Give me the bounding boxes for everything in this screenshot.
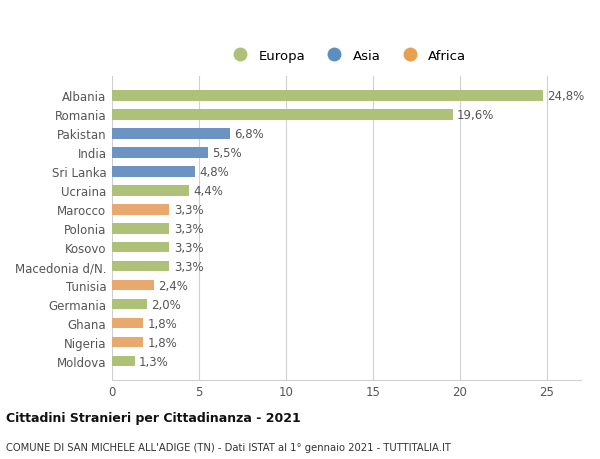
Text: 3,3%: 3,3% [174,222,203,235]
Bar [112,280,154,291]
Text: 4,4%: 4,4% [193,185,223,197]
Bar [112,186,188,196]
Text: 2,0%: 2,0% [151,298,181,311]
Bar [112,242,169,253]
Text: 24,8%: 24,8% [547,90,584,103]
Text: 3,3%: 3,3% [174,241,203,254]
Bar [112,337,143,347]
Text: 19,6%: 19,6% [457,109,494,122]
Text: 1,8%: 1,8% [148,317,178,330]
Text: 1,8%: 1,8% [148,336,178,349]
Bar [112,91,543,101]
Bar [112,110,453,120]
Bar [112,299,147,310]
Text: 3,3%: 3,3% [174,203,203,216]
Bar [112,224,169,234]
Text: 5,5%: 5,5% [212,146,242,160]
Bar [112,318,143,329]
Text: 6,8%: 6,8% [235,128,265,140]
Text: 4,8%: 4,8% [200,166,230,179]
Bar [112,262,169,272]
Text: 1,3%: 1,3% [139,355,169,368]
Bar [112,148,208,158]
Text: 2,4%: 2,4% [158,279,188,292]
Text: 3,3%: 3,3% [174,260,203,273]
Legend: Europa, Asia, Africa: Europa, Asia, Africa [222,45,472,68]
Bar [112,205,169,215]
Bar [112,167,196,177]
Bar [112,356,134,367]
Text: Cittadini Stranieri per Cittadinanza - 2021: Cittadini Stranieri per Cittadinanza - 2… [6,412,301,425]
Bar [112,129,230,140]
Text: COMUNE DI SAN MICHELE ALL'ADIGE (TN) - Dati ISTAT al 1° gennaio 2021 - TUTTITALI: COMUNE DI SAN MICHELE ALL'ADIGE (TN) - D… [6,442,451,452]
